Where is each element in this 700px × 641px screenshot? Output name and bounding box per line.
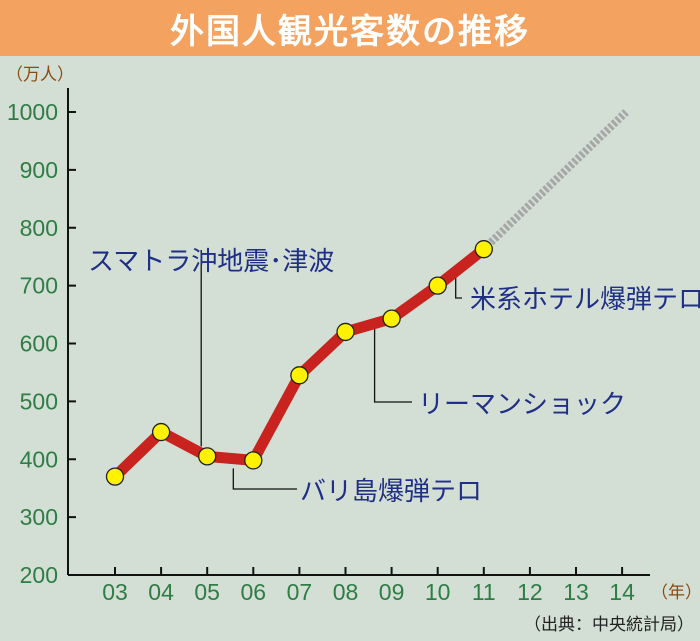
y-tick-label: 300	[20, 504, 58, 530]
x-tick-label: 12	[517, 579, 543, 605]
data-point	[151, 422, 171, 442]
annotation-hotel: 米系ホテル爆弾テロ	[470, 285, 700, 315]
source-note: （出典：中央統計局）	[524, 615, 694, 635]
data-point	[336, 322, 355, 342]
data-point	[198, 447, 217, 466]
y-axis: 200 300 400 500 600 700 800 900 1000	[7, 88, 76, 588]
y-tick-label: 400	[20, 446, 58, 472]
x-tick-label: 07	[287, 579, 313, 605]
annotation-leaders	[200, 250, 462, 490]
x-tick-label: 04	[148, 579, 174, 605]
y-tick-label: 1000	[7, 99, 58, 125]
data-point	[382, 309, 401, 328]
x-tick-label: 13	[563, 579, 589, 605]
x-axis: 03 04 05 06 07 08 09 10 11 12 13 14	[68, 567, 650, 605]
y-tick-label: 800	[20, 215, 58, 241]
annotation-sumatra: スマトラ沖地震･津波	[88, 247, 334, 277]
x-tick-label: 11	[472, 579, 496, 605]
series-line	[109, 243, 490, 483]
y-tick-label: 500	[20, 388, 58, 414]
data-point	[244, 451, 263, 470]
y-tick-label: 900	[20, 157, 58, 183]
x-tick-label: 05	[194, 579, 220, 605]
x-tick-label: 14	[609, 579, 635, 605]
annotation-leader-lehman	[373, 326, 412, 403]
x-tick-label: 10	[425, 579, 451, 605]
data-point	[428, 276, 447, 295]
y-tick-label: 200	[20, 562, 58, 588]
x-unit-label: （年）	[651, 583, 700, 603]
x-tick-label: 09	[379, 579, 405, 605]
chart-title: 外国人観光客数の推移	[170, 11, 530, 52]
annotation-lehman: リーマンショック	[418, 390, 626, 420]
y-tick-label: 700	[20, 273, 58, 299]
y-tick-label: 600	[20, 331, 58, 357]
data-point	[474, 240, 493, 259]
annotation-leader-hotel	[455, 277, 462, 299]
data-point	[290, 366, 309, 385]
x-tick-label: 06	[241, 579, 267, 605]
annotation-bali: バリ島爆弾テロ	[300, 477, 482, 507]
data-points	[105, 240, 493, 486]
projection-line	[481, 109, 629, 253]
y-unit-label: （万人）	[6, 65, 74, 85]
title-bar: 外国人観光客数の推移	[0, 0, 700, 56]
x-tick-label: 08	[333, 579, 359, 605]
annotation-leader-bali	[232, 468, 297, 490]
x-tick-label: 03	[102, 579, 128, 605]
data-point	[105, 467, 125, 486]
